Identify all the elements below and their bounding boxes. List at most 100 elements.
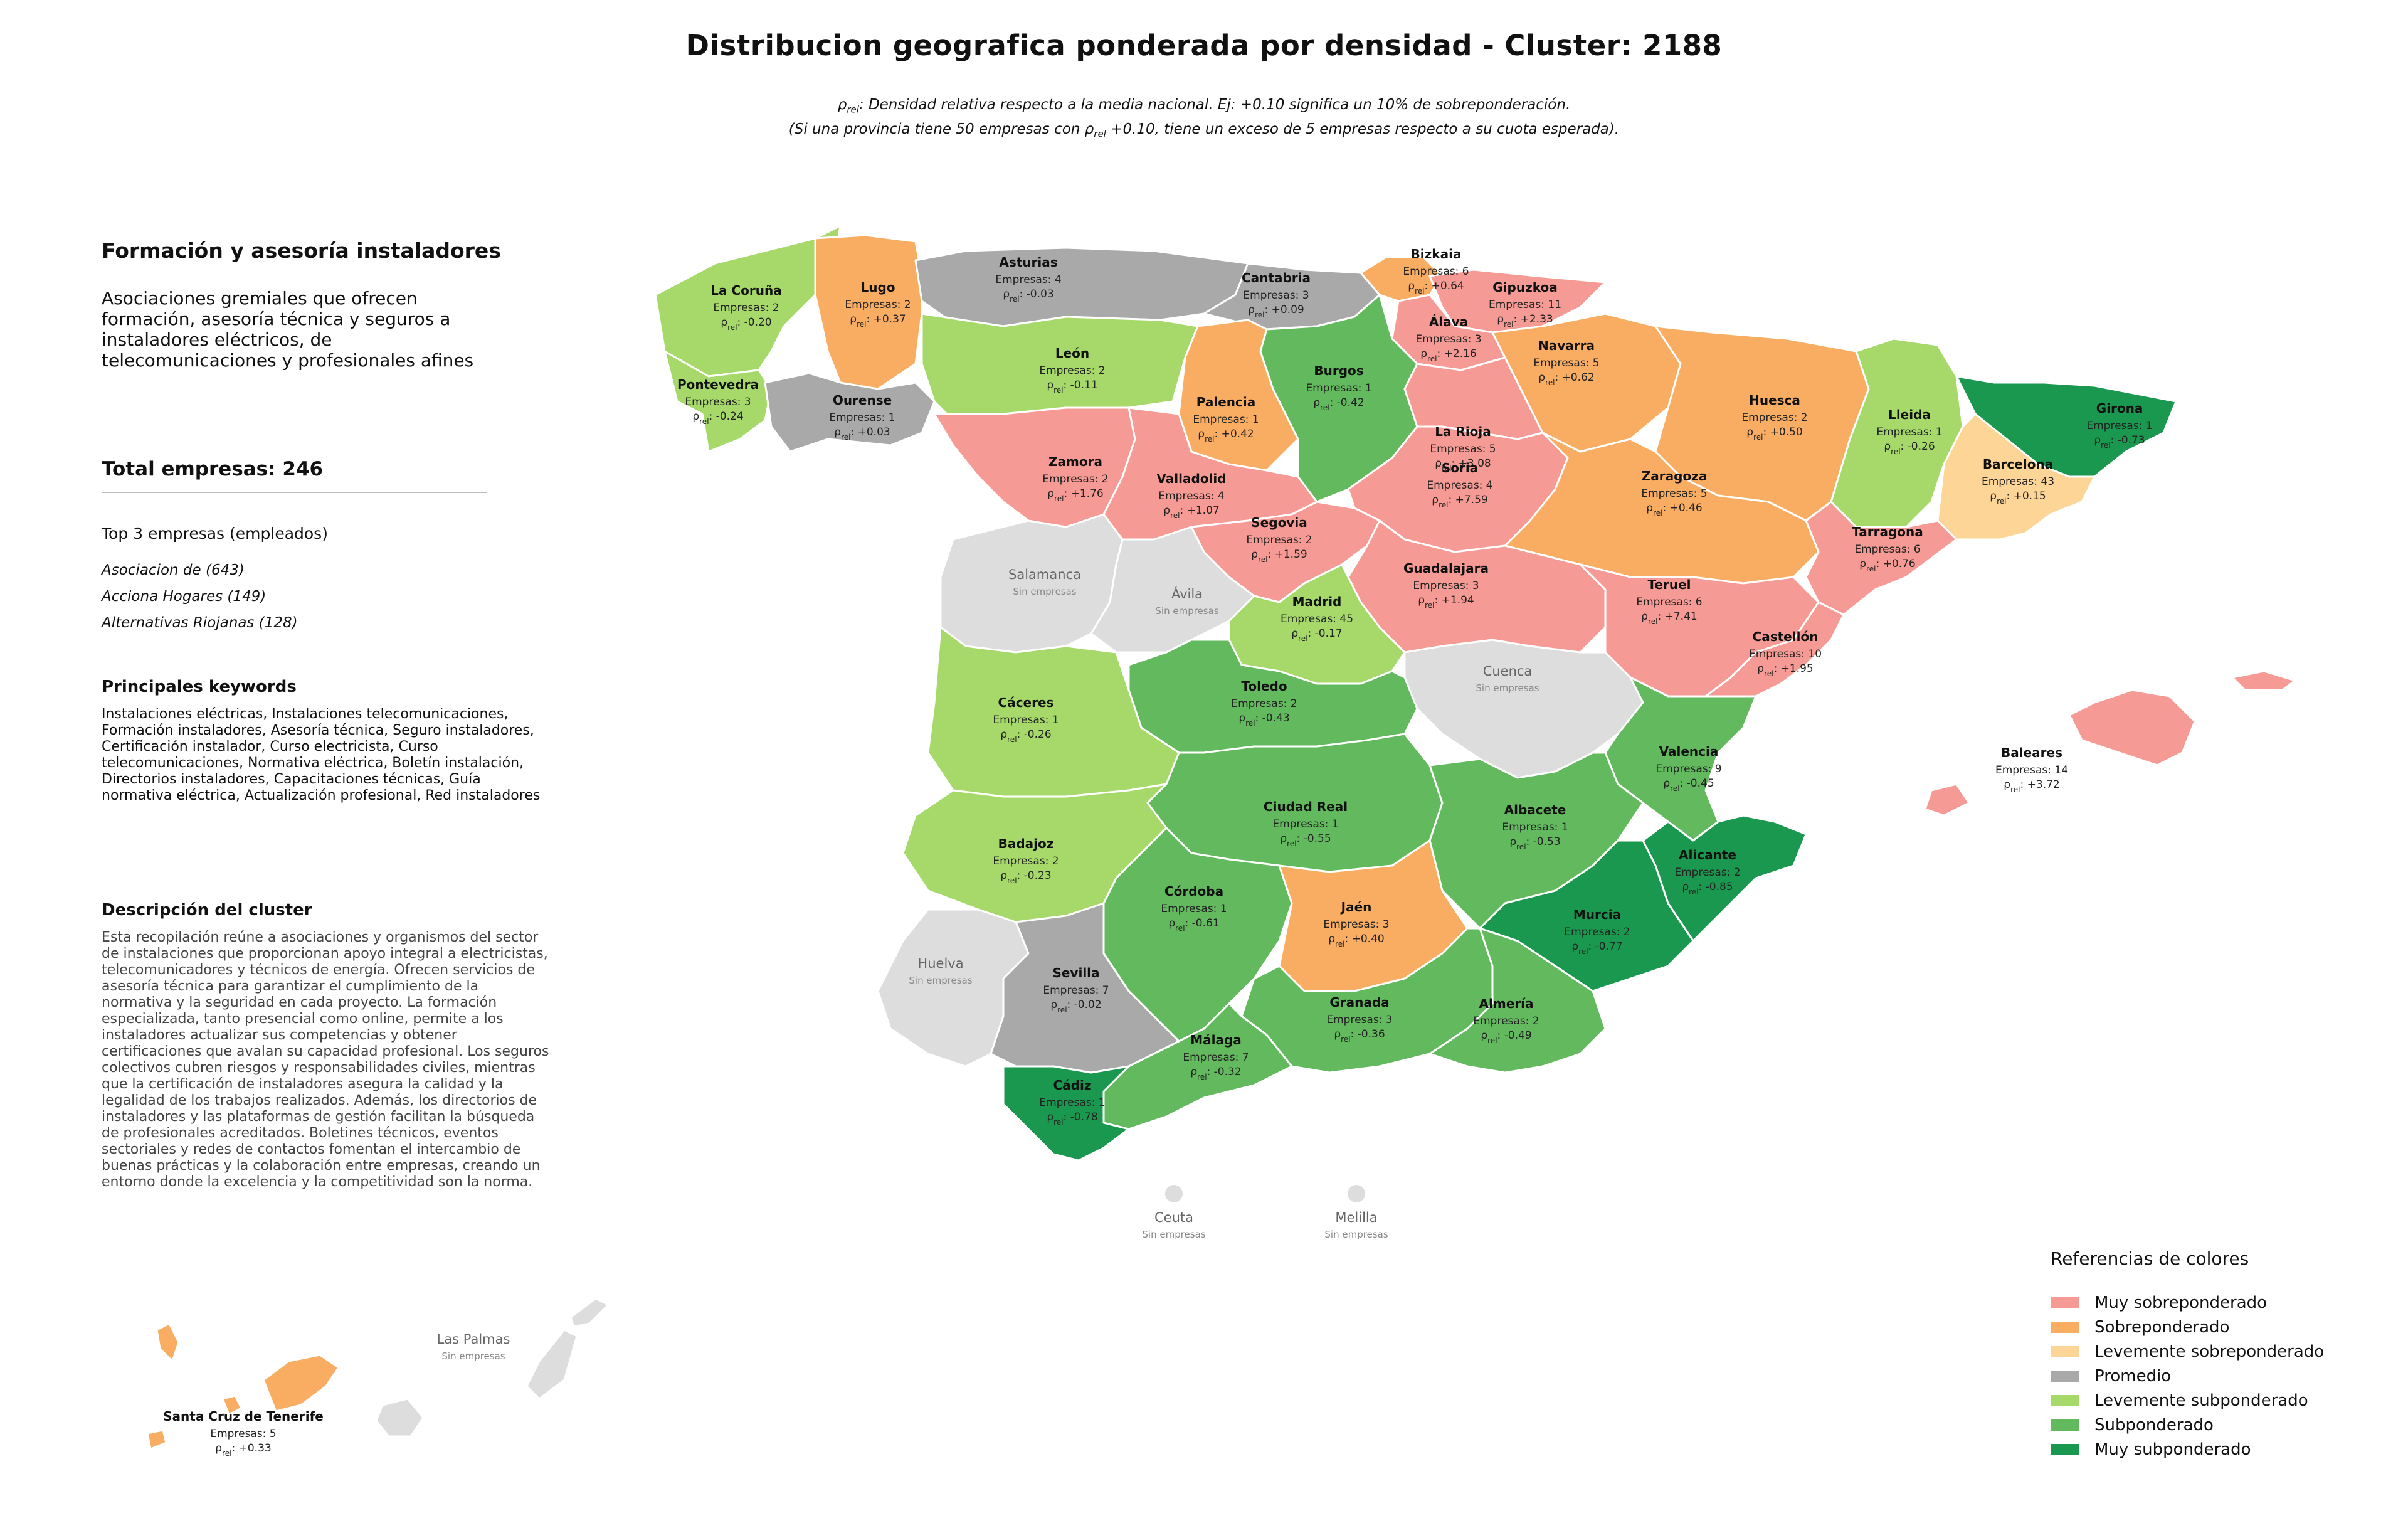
province-rho-cantabria: ρrel: +0.09	[1248, 304, 1304, 319]
province-shape-castellon	[1704, 601, 1845, 698]
province-name-segovia: Segovia	[1251, 515, 1307, 530]
province-rho-madrid: ρrel: -0.17	[1291, 627, 1342, 643]
legend-label: Levemente subponderado	[2094, 1391, 2308, 1410]
province-shape-palencia	[1178, 319, 1299, 472]
province-shape-tenerife	[156, 1322, 180, 1362]
legend-item: Subponderado	[2051, 1413, 2324, 1437]
province-count-teruel: Empresas: 6	[1636, 596, 1702, 608]
top-companies-heading: Top 3 empresas (empleados)	[102, 524, 328, 543]
province-count-albacete: Empresas: 1	[1502, 821, 1568, 834]
province-name-malaga: Málaga	[1190, 1032, 1242, 1048]
legend-label: Subponderado	[2094, 1415, 2214, 1435]
province-name-almeria: Almería	[1479, 996, 1534, 1011]
province-name-gipuzkoa: Gipuzkoa	[1492, 280, 1557, 295]
province-rho-castellon: ρrel: +1.95	[1757, 662, 1813, 678]
province-shape-tenerife	[221, 1394, 243, 1416]
province-shape-tenerife	[262, 1354, 340, 1413]
province-rho-ciudadreal: ρrel: -0.55	[1280, 832, 1331, 848]
province-rho-soria: ρrel: +7.59	[1432, 494, 1487, 509]
legend-item: Muy sobreponderado	[2051, 1290, 2324, 1315]
province-name-navarra: Navarra	[1538, 338, 1595, 353]
province-empty-laspalmas: Sin empresas	[441, 1350, 505, 1362]
province-rho-alicante: ρrel: -0.85	[1682, 881, 1733, 896]
province-name-madrid: Madrid	[1292, 594, 1342, 609]
legend-label: Promedio	[2094, 1366, 2172, 1386]
province-count-asturias: Empresas: 4	[995, 273, 1061, 286]
province-name-salamanca: Salamanca	[1008, 567, 1081, 582]
province-rho-caceres: ρrel: -0.26	[1000, 728, 1051, 744]
province-rho-toledo: ρrel: -0.43	[1238, 712, 1289, 728]
province-rho-larioja: ρrel: +3.08	[1435, 457, 1491, 473]
province-name-cadiz: Cádiz	[1054, 1078, 1092, 1093]
province-rho-palencia: ρrel: +0.42	[1198, 428, 1254, 443]
province-name-leon: León	[1055, 346, 1089, 361]
province-count-ourense: Empresas: 1	[829, 411, 895, 424]
legend-item: Sobreponderado	[2051, 1315, 2324, 1339]
province-name-alava: Álava	[1429, 314, 1468, 329]
legend-label: Muy sobreponderado	[2094, 1293, 2268, 1312]
province-count-lleida: Empresas: 1	[1876, 426, 1942, 438]
keywords-text: Instalaciones eléctricas, Instalaciones …	[102, 706, 541, 804]
top-company-3: Alternativas Riojanas (128)	[102, 615, 298, 631]
province-name-ceuta: Ceuta	[1154, 1210, 1193, 1225]
province-rho-badajoz: ρrel: -0.23	[1000, 869, 1051, 885]
province-name-zamora: Zamora	[1048, 454, 1102, 469]
province-rho-lleida: ρrel: -0.26	[1884, 440, 1935, 456]
province-rho-coruna: ρrel: -0.20	[721, 316, 771, 332]
subtitle-line-1: ρrel: Densidad relativa respecto a la me…	[0, 95, 2408, 120]
province-rho-alava: ρrel: +2.16	[1420, 348, 1476, 363]
map-title: Distribucion geografica ponderada por de…	[685, 29, 1723, 62]
province-count-sevilla: Empresas: 7	[1043, 984, 1109, 997]
divider	[102, 492, 487, 493]
legend-item: Muy subponderado	[2051, 1437, 2324, 1462]
province-shape-gipuzkoa	[1428, 268, 1607, 334]
province-name-bizkaia: Bizkaia	[1411, 247, 1462, 262]
legend-swatch	[2051, 1419, 2079, 1431]
province-shape-tenerife	[146, 1429, 167, 1450]
province-count-valladolid: Empresas: 4	[1158, 490, 1224, 502]
province-name-soria: Soria	[1442, 460, 1478, 475]
province-name-cordoba: Córdoba	[1164, 884, 1223, 899]
province-rho-pontevedra: ρrel: -0.24	[692, 410, 743, 426]
province-name-huelva: Huelva	[917, 956, 963, 971]
province-name-laspalmas: Las Palmas	[437, 1332, 510, 1347]
province-name-coruna: La Coruña	[710, 283, 781, 298]
province-name-badajoz: Badajoz	[998, 836, 1054, 851]
province-rho-ourense: ρrel: +0.03	[834, 426, 890, 442]
subtitle-text-1: : Densidad relativa respecto a la media …	[858, 97, 1571, 113]
province-count-toledo: Empresas: 2	[1231, 698, 1297, 710]
province-count-tarragona: Empresas: 6	[1854, 543, 1920, 556]
legend-items: Muy sobreponderado Sobreponderado Levement…	[2051, 1290, 2324, 1462]
province-rho-tenerife: ρrel: +0.33	[215, 1442, 271, 1458]
province-rho-cadiz: ρrel: -0.78	[1047, 1111, 1097, 1127]
province-rho-guadalajara: ρrel: +1.94	[1418, 594, 1474, 610]
province-count-girona: Empresas: 1	[2086, 420, 2152, 432]
province-rho-lugo: ρrel: +0.37	[850, 313, 906, 329]
province-rho-navarra: ρrel: +0.62	[1538, 371, 1594, 387]
province-rho-jaen: ρrel: +0.40	[1328, 933, 1384, 948]
province-count-pontevedra: Empresas: 3	[685, 396, 751, 408]
province-count-murcia: Empresas: 2	[1564, 926, 1630, 938]
province-rho-almeria: ρrel: -0.49	[1481, 1029, 1531, 1045]
province-count-lugo: Empresas: 2	[845, 299, 911, 311]
province-name-valladolid: Valladolid	[1156, 471, 1226, 486]
province-rho-cordoba: ρrel: -0.61	[1168, 917, 1219, 933]
province-count-burgos: Empresas: 1	[1306, 382, 1371, 395]
province-count-almeria: Empresas: 2	[1473, 1015, 1539, 1027]
province-dot-ceuta	[1165, 1185, 1183, 1202]
province-count-baleares: Empresas: 14	[1995, 764, 2068, 777]
province-shape-coruna	[654, 225, 842, 378]
province-count-granada: Empresas: 3	[1326, 1014, 1392, 1026]
province-count-huesca: Empresas: 2	[1741, 411, 1807, 424]
province-rho-burgos: ρrel: -0.42	[1313, 396, 1364, 412]
legend-swatch	[2051, 1297, 2079, 1308]
province-name-valencia: Valencia	[1659, 744, 1719, 759]
province-count-coruna: Empresas: 2	[713, 302, 779, 314]
province-rho-murcia: ρrel: -0.77	[1571, 940, 1622, 956]
province-rho-girona: ρrel: -0.73	[2094, 434, 2145, 450]
top-company-2: Acciona Hogares (149)	[102, 588, 267, 605]
province-shape-leon	[921, 312, 1199, 422]
province-count-segovia: Empresas: 2	[1246, 534, 1312, 546]
province-count-leon: Empresas: 2	[1039, 364, 1105, 377]
